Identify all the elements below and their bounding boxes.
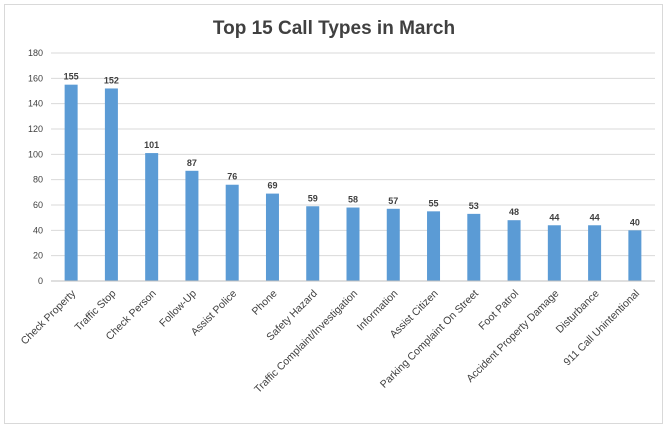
bar	[346, 207, 360, 281]
y-tick-label: 80	[33, 175, 43, 185]
bar	[547, 225, 561, 281]
y-tick-label: 0	[38, 276, 43, 286]
data-label: 44	[590, 212, 600, 222]
data-label: 101	[144, 140, 159, 150]
y-tick-label: 40	[33, 225, 43, 235]
y-tick-label: 120	[28, 124, 43, 134]
bar	[145, 153, 159, 281]
data-labels: 155 152 101 87 76 69 59 58 57 55 53 48 44 44 40	[64, 72, 640, 228]
y-tick-label: 180	[28, 48, 43, 58]
bar	[588, 225, 602, 281]
data-label: 69	[267, 181, 277, 191]
bar-chart: Top 15 Call Types in March 0 20 40 60 80 100 1…	[19, 18, 655, 396]
bar	[427, 211, 441, 281]
data-label: 48	[509, 207, 519, 217]
x-category-label: 911 Call Unintentional	[561, 288, 642, 369]
y-tick-label: 100	[28, 149, 43, 159]
data-label: 55	[429, 198, 439, 208]
bar	[306, 206, 320, 281]
y-tick-label: 160	[28, 73, 43, 83]
y-axis-ticks: 0 20 40 60 80 100 120 140 160 180	[28, 48, 43, 286]
data-label: 155	[64, 72, 79, 82]
data-label: 76	[227, 172, 237, 182]
data-label: 40	[630, 217, 640, 227]
data-label: 87	[187, 158, 197, 168]
data-label: 44	[549, 212, 559, 222]
y-tick-label: 60	[33, 200, 43, 210]
y-tick-label: 20	[33, 251, 43, 261]
bar	[628, 230, 642, 281]
data-label: 53	[469, 201, 479, 211]
bar	[185, 170, 199, 281]
x-category-label: Check Property	[19, 287, 79, 347]
data-label: 57	[388, 196, 398, 206]
bar	[467, 213, 481, 281]
data-label: 59	[308, 193, 318, 203]
bar	[265, 193, 279, 281]
bar	[225, 184, 239, 281]
chart-title: Top 15 Call Types in March	[213, 18, 455, 39]
x-category-label: Phone	[250, 288, 280, 318]
chart-area: Top 15 Call Types in March 0 20 40 60 80 100 1…	[4, 4, 663, 424]
bar	[104, 88, 118, 281]
data-label: 152	[104, 75, 119, 85]
y-tick-label: 140	[28, 99, 43, 109]
data-label: 58	[348, 195, 358, 205]
x-category-label: Follow-Up	[157, 288, 199, 330]
bars	[64, 84, 642, 282]
bar	[507, 220, 521, 281]
bar	[386, 208, 400, 281]
bar	[64, 84, 78, 282]
